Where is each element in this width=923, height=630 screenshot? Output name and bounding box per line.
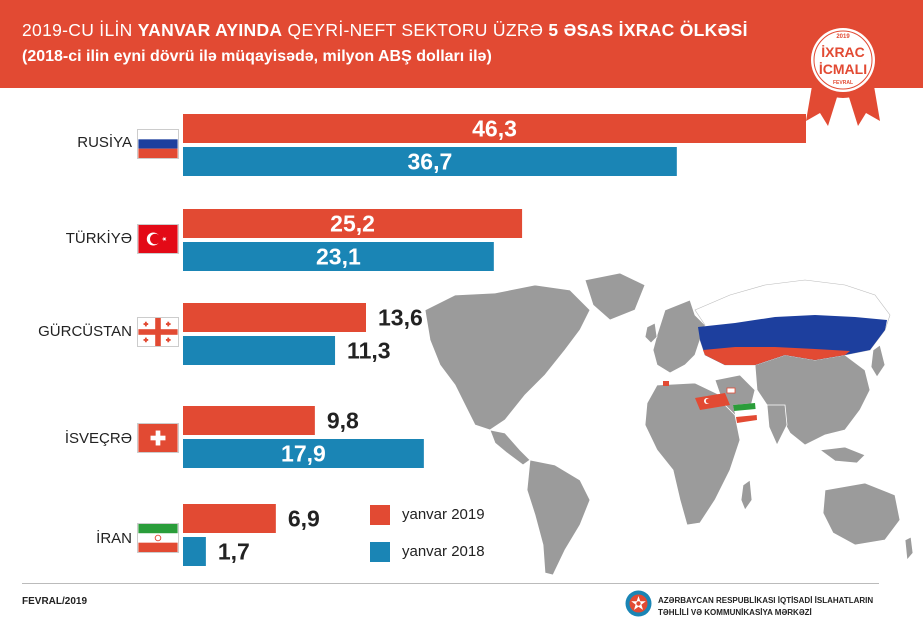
title-bold-period: YANVAR AYINDA: [137, 20, 283, 40]
russia-flag-icon: [137, 129, 179, 159]
page-title: 2019-CU İLİN YANVAR AYINDA QEYRİ-NEFT SE…: [22, 20, 748, 41]
legend-swatch-2019: [370, 505, 390, 525]
bar-label-switzerland-2018: 17,9: [281, 441, 326, 467]
legend-swatch-2018: [370, 542, 390, 562]
footer-date: FEVRAL/2019: [22, 596, 88, 607]
country-label-switzerland: İSVEÇRƏ: [64, 430, 132, 447]
page-subtitle: (2018-ci ilin eyni dövrü ilə müqayisədə,…: [22, 48, 492, 65]
footer-org-line1: AZƏRBAYCAN RESPUBLİKASI İQTİSADİ İSLAHAT…: [658, 596, 874, 605]
legend-label-2018: yanvar 2018: [402, 543, 485, 560]
bar-switzerland-2019: [183, 406, 315, 435]
footer-org-line2: TƏHLİLİ VƏ KOMMUNİKASİYA MƏRKƏZİ: [658, 608, 812, 617]
bar-label-switzerland-2019: 9,8: [327, 408, 359, 434]
bar-iran-2019: [183, 504, 276, 533]
bar-russia-2018: [183, 147, 677, 176]
footer-divider: [22, 583, 879, 584]
legend-label-2019: yanvar 2019: [402, 506, 485, 523]
switzerland-flag-icon: [137, 423, 179, 453]
bar-label-turkey-2019: 25,2: [330, 211, 375, 237]
world-map: [424, 272, 914, 576]
switzerland-map-highlight: [663, 381, 669, 386]
badge-line2: İCMALI: [819, 61, 867, 77]
country-label-russia: RUSİYA: [77, 134, 132, 151]
iran-map-highlight: [733, 403, 757, 423]
georgia-map-highlight: [726, 387, 736, 394]
ixrac-icmali-badge: 2019 İXRAC İCMALI FEVRAL: [805, 22, 881, 126]
bar-label-russia-2019: 46,3: [472, 116, 517, 142]
bar-label-georgia-2019: 13,6: [378, 305, 423, 331]
title-middle: QEYRİ-NEFT SEKTORU ÜZRƏ: [287, 20, 544, 40]
iran-flag-icon: [137, 523, 179, 553]
header-banner: 2019-CU İLİN YANVAR AYINDA QEYRİ-NEFT SE…: [0, 0, 923, 88]
georgia-flag-icon: [137, 317, 179, 347]
bar-label-turkey-2018: 23,1: [316, 244, 361, 270]
bar-russia-2019: [183, 114, 806, 143]
country-label-georgia: GÜRCÜSTAN: [38, 323, 132, 340]
badge-year: 2019: [836, 34, 850, 40]
badge-line1: İXRAC: [821, 44, 865, 60]
turkey-map-highlight: [695, 393, 730, 410]
bar-turkey-2019: [183, 209, 523, 238]
title-prefix: 2019-CU İLİN: [22, 20, 133, 40]
bar-label-iran-2019: 6,9: [288, 506, 320, 532]
bar-label-iran-2018: 1,7: [218, 539, 250, 565]
footer-organization: AZƏRBAYCAN RESPUBLİKASI İQTİSADİ İSLAHAT…: [658, 595, 873, 619]
country-label-iran: İRAN: [96, 530, 132, 547]
badge-month: FEVRAL: [833, 80, 853, 86]
bar-georgia-2019: [183, 303, 366, 332]
state-emblem-icon: [625, 590, 652, 617]
turkey-flag-icon: [137, 224, 179, 254]
bar-turkey-2018: [183, 242, 494, 271]
title-bold-count: 5 ƏSAS İXRAC ÖLKƏSİ: [548, 20, 748, 40]
bar-georgia-2018: [183, 336, 336, 365]
bar-switzerland-2018: [183, 439, 424, 468]
bar-label-russia-2018: 36,7: [408, 149, 453, 175]
bar-label-georgia-2018: 11,3: [347, 338, 391, 364]
russia-map-highlight: [694, 279, 891, 366]
bar-iran-2018: [183, 537, 206, 566]
country-label-turkey: TÜRKİYƏ: [65, 230, 132, 247]
